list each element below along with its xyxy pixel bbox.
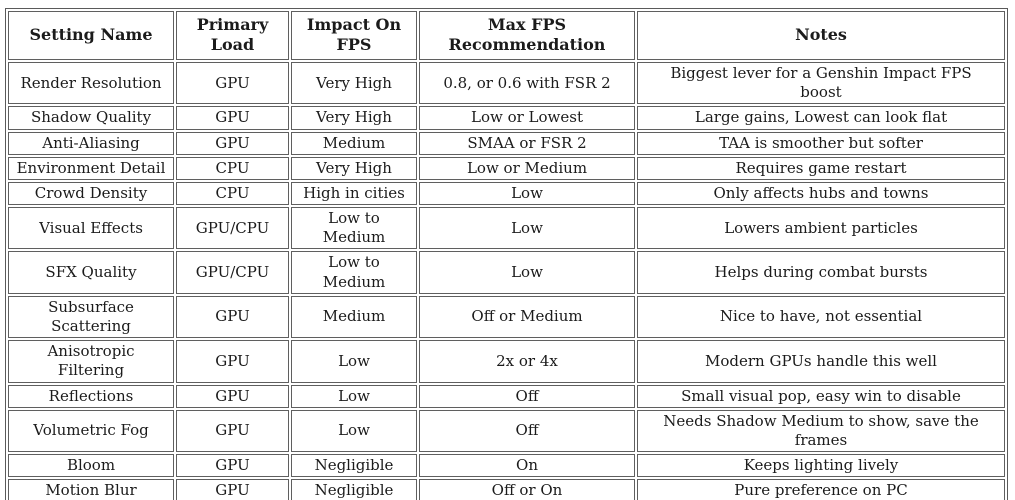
settings-table: Setting Name Primary Load Impact On FPS … [5,8,1008,500]
table-cell: Crowd Density [8,181,174,206]
table-cell: Environment Detail [8,156,174,180]
table-cell: GPU [176,384,289,408]
table-cell: CPU [176,156,289,180]
table-cell: Off or Medium [419,295,635,339]
table-cell: Anisotropic Filtering [8,340,174,383]
table-cell: Biggest lever for a Genshin Impact FPS b… [637,61,1005,105]
table-cell: GPU [176,409,289,453]
table-cell: GPU [176,454,289,478]
table-cell: Very High [291,156,417,180]
table-cell: Low to Medium [291,207,417,250]
table-cell: SMAA or FSR 2 [419,131,635,155]
table-cell: Large gains, Lowest can look flat [637,106,1005,130]
header-setting-name: Setting Name [8,11,174,60]
table-cell: TAA is smoother but softer [637,131,1005,155]
table-cell: GPU [176,340,289,383]
table-cell: Subsurface Scattering [8,295,174,339]
table-cell: Very High [291,61,417,105]
table-row: Render Resolution GPU Very High 0.8, or 0.6… [8,61,1005,105]
header-impact-on-fps: Impact On FPS [291,11,417,60]
table-cell: GPU [176,479,289,500]
table-row: Motion Blur GPU Negligible Off or On Pure pr… [8,479,1005,500]
table-cell: Low [419,207,635,250]
table-cell: Volumetric Fog [8,409,174,453]
table-cell: 2x or 4x [419,340,635,383]
table-cell: Medium [291,295,417,339]
table-cell: Low [419,181,635,206]
table-header: Setting Name Primary Load Impact On FPS … [8,11,1005,60]
table-cell: Low to Medium [291,251,417,294]
table-cell: Low [291,409,417,453]
table-cell: Off [419,384,635,408]
table-row: Volumetric Fog GPU Low Off Needs Shadow Medi… [8,409,1005,453]
table-cell: Small visual pop, easy win to disable [637,384,1005,408]
table-cell: GPU/CPU [176,251,289,294]
table-cell: Low [291,384,417,408]
table-row: Bloom GPU Negligible On Keeps lighting livel… [8,454,1005,478]
table-cell: GPU [176,131,289,155]
table-cell: Negligible [291,454,417,478]
table-cell: 0.8, or 0.6 with FSR 2 [419,61,635,105]
table-row: Shadow Quality GPU Very High Low or Lowest L… [8,106,1005,130]
table-row: SFX Quality GPU/CPU Low to Medium Low Helps … [8,251,1005,294]
table-cell: Nice to have, not essential [637,295,1005,339]
table-cell: Requires game restart [637,156,1005,180]
table-cell: Bloom [8,454,174,478]
table-cell: On [419,454,635,478]
table-row: Reflections GPU Low Off Small visual pop, ea… [8,384,1005,408]
table-cell: Low [419,251,635,294]
table-cell: GPU [176,106,289,130]
table-cell: Needs Shadow Medium to show, save the fr… [637,409,1005,453]
table-cell: CPU [176,181,289,206]
table-cell: GPU/CPU [176,207,289,250]
table-cell: Lowers ambient particles [637,207,1005,250]
header-notes: Notes [637,11,1005,60]
table-cell: SFX Quality [8,251,174,294]
table-body: Render Resolution GPU Very High 0.8, or 0.6… [8,61,1005,500]
table-cell: Low [291,340,417,383]
header-primary-load: Primary Load [176,11,289,60]
table-cell: Very High [291,106,417,130]
table-cell: Helps during combat bursts [637,251,1005,294]
table-cell: Negligible [291,479,417,500]
table-row: Crowd Density CPU High in cities Low Only af… [8,181,1005,206]
table-row: Subsurface Scattering GPU Medium Off or Med… [8,295,1005,339]
header-row: Setting Name Primary Load Impact On FPS … [8,11,1005,60]
table-row: Environment Detail CPU Very High Low or Med… [8,156,1005,180]
table-cell: Keeps lighting lively [637,454,1005,478]
table-cell: Medium [291,131,417,155]
table-cell: Visual Effects [8,207,174,250]
table-cell: Low or Lowest [419,106,635,130]
table-cell: Render Resolution [8,61,174,105]
table-cell: Modern GPUs handle this well [637,340,1005,383]
table-cell: Motion Blur [8,479,174,500]
table-cell: Shadow Quality [8,106,174,130]
table-cell: Only affects hubs and towns [637,181,1005,206]
table-row: Anti-Aliasing GPU Medium SMAA or FSR 2 TAA i… [8,131,1005,155]
table-cell: Off [419,409,635,453]
header-max-fps-recommendation: Max FPS Recommendation [419,11,635,60]
table-cell: Pure preference on PC [637,479,1005,500]
table-row: Anisotropic Filtering GPU Low 2x or 4x Moder… [8,340,1005,383]
table-cell: Off or On [419,479,635,500]
table-cell: High in cities [291,181,417,206]
table-cell: Reflections [8,384,174,408]
table-cell: Low or Medium [419,156,635,180]
table-cell: GPU [176,61,289,105]
table-cell: GPU [176,295,289,339]
table-cell: Anti-Aliasing [8,131,174,155]
table-row: Visual Effects GPU/CPU Low to Medium Low Low… [8,207,1005,250]
